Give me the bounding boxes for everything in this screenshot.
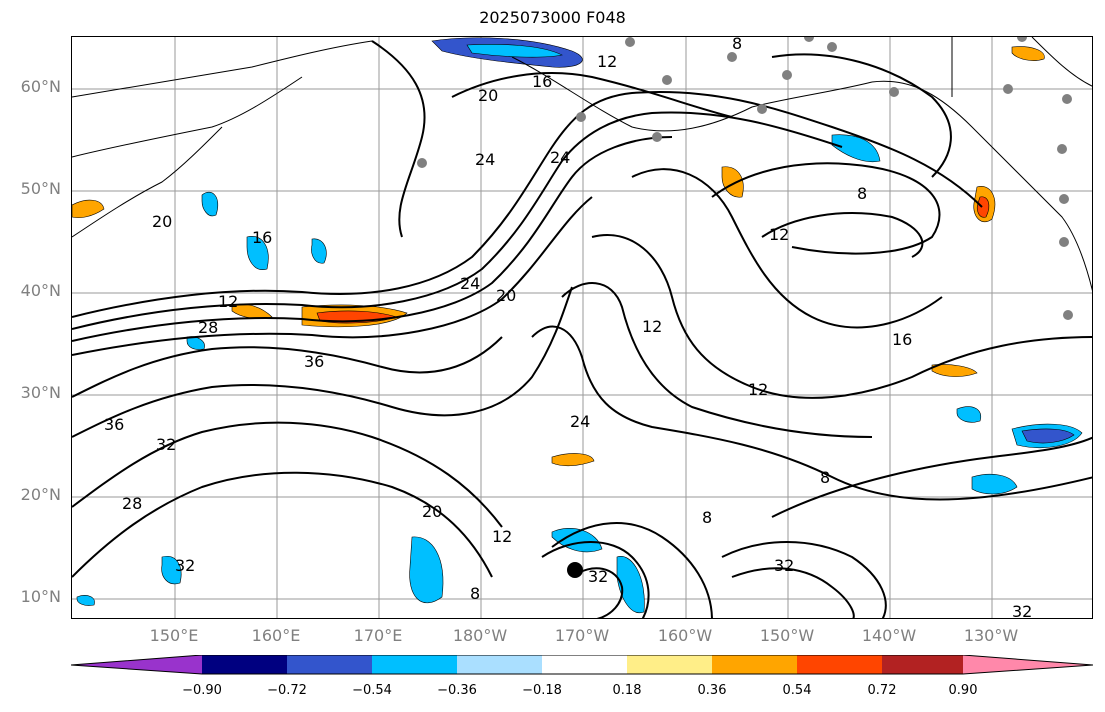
station-markers: [417, 37, 1073, 320]
contour-label: 20: [496, 286, 516, 305]
contour-label: 8: [732, 37, 742, 53]
colorbar-segment: [71, 655, 202, 674]
contour-label: 28: [122, 494, 142, 513]
lon-label: 180°W: [452, 626, 508, 645]
colorbar-segment: [797, 655, 882, 674]
contour-label: 12: [492, 527, 512, 546]
contour-label: 12: [218, 292, 238, 311]
graticule: [72, 37, 1092, 618]
contour-label: 32: [156, 435, 176, 454]
contour-label: 16: [892, 330, 912, 349]
colorbar-tick-label: −0.36: [437, 683, 477, 698]
lon-label: 170°W: [554, 626, 610, 645]
contours: [72, 40, 1092, 618]
contour-label: 16: [532, 72, 552, 91]
coastlines: [72, 37, 1092, 291]
colorbar-segment: [882, 655, 963, 674]
contour-label: 32: [175, 556, 195, 575]
colorbar-tick-label: 0.54: [782, 683, 812, 698]
lat-label: 50°N: [20, 179, 61, 198]
contour-label: 20: [478, 86, 498, 105]
contour-label: 12: [769, 225, 789, 244]
lat-label: 60°N: [20, 77, 61, 96]
contour-label: 8: [857, 184, 867, 203]
lon-label: 160°E: [251, 626, 301, 645]
colorbar-tick-label: 0.72: [867, 683, 897, 698]
colorbar-tick-label: −0.18: [522, 683, 562, 698]
lon-label: 160°W: [657, 626, 713, 645]
lon-label: 170°E: [353, 626, 403, 645]
contour-label: 8: [702, 508, 712, 527]
colorbar-segment: [372, 655, 457, 674]
contour-label: 20: [152, 212, 172, 231]
contour-label: 32: [588, 567, 608, 586]
contour-label: 36: [104, 415, 124, 434]
contour-label: 12: [597, 52, 617, 71]
contour-label: 36: [304, 352, 324, 371]
colorbar: [71, 655, 1093, 675]
colorbar-tick-label: −0.90: [182, 683, 222, 698]
colorbar-segment: [457, 655, 542, 674]
colorbar-segment: [202, 655, 287, 674]
map-canvas: 8 12 16 20 24 24 8 12 20 16 12 28 36 24 …: [72, 37, 1092, 619]
contour-label-group: 8 12 16 20 24 24 8 12 20 16 12 28 36 24 …: [104, 37, 1032, 619]
contour-label: 32: [774, 556, 794, 575]
colorbar-segment: [542, 655, 627, 674]
storm-center-marker: [567, 562, 583, 578]
lat-label: 10°N: [20, 587, 61, 606]
lat-label: 20°N: [20, 485, 61, 504]
lon-label: 150°E: [149, 626, 199, 645]
contour-label: 28: [198, 318, 218, 337]
colorbar-segment: [712, 655, 797, 674]
colorbar-segment: [287, 655, 372, 674]
lon-label: 130°W: [963, 626, 1019, 645]
contour-label: 12: [748, 380, 768, 399]
lat-label: 30°N: [20, 383, 61, 402]
map-panel: 8 12 16 20 24 24 8 12 20 16 12 28 36 24 …: [71, 36, 1093, 619]
colorbar-segment: [627, 655, 712, 674]
contour-label: 8: [470, 584, 480, 603]
colorbar-tick-label: 0.36: [697, 683, 727, 698]
colorbar-segment: [963, 655, 1093, 674]
lon-label: 150°W: [759, 626, 815, 645]
lat-label: 40°N: [20, 281, 61, 300]
colorbar-outline: [71, 655, 1093, 675]
contour-label: 24: [570, 412, 590, 431]
lon-label: 140°W: [861, 626, 917, 645]
contour-label: 12: [642, 317, 662, 336]
contour-label: 24: [550, 148, 570, 167]
contour-label: 20: [422, 502, 442, 521]
contour-label: 32: [1012, 602, 1032, 619]
contour-label: 24: [460, 274, 480, 293]
contour-label: 24: [475, 150, 495, 169]
colorbar-tick-label: 0.18: [612, 683, 642, 698]
contour-label: 16: [252, 228, 272, 247]
map-title: 2025073000 F048: [479, 8, 626, 27]
shaded-patches: [72, 37, 1083, 614]
colorbar-tick-label: −0.54: [352, 683, 392, 698]
contour-label: 8: [820, 468, 830, 487]
colorbar-tick-label: −0.72: [267, 683, 307, 698]
colorbar-tick-label: 0.90: [948, 683, 978, 698]
